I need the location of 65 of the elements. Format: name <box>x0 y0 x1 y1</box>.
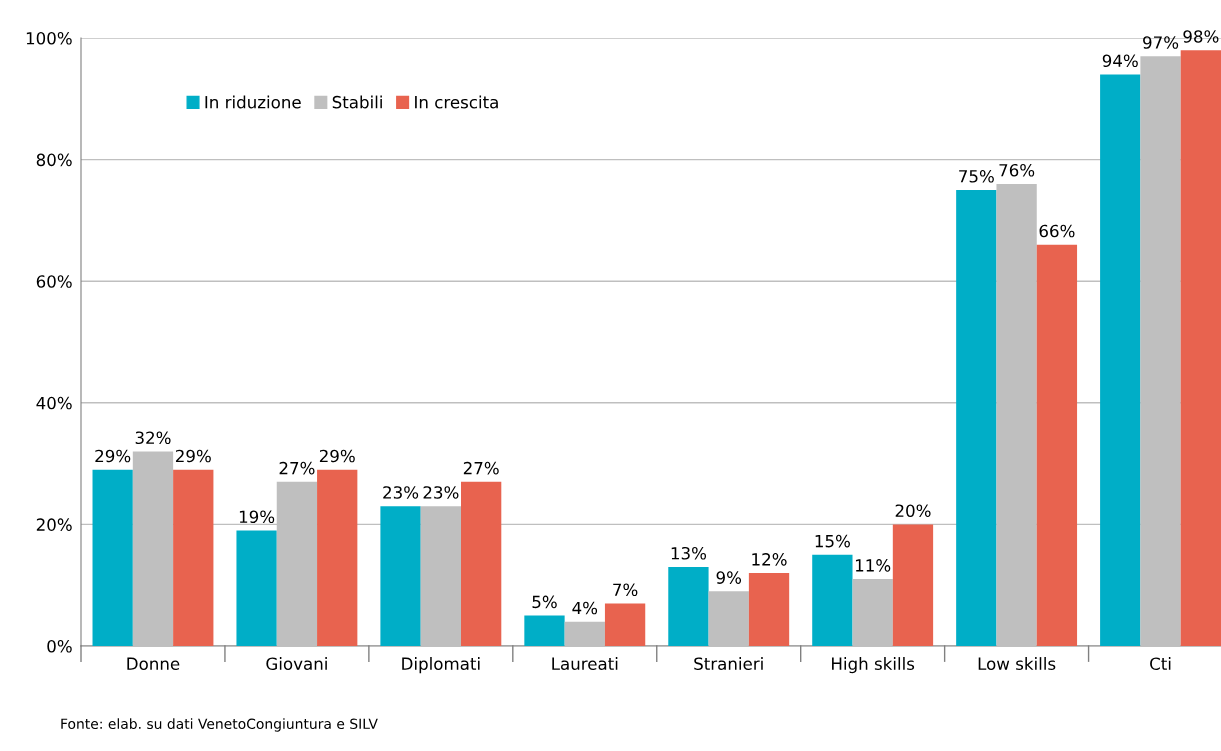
data-label: 75% <box>959 170 994 183</box>
y-tick-label: 80% <box>36 153 72 167</box>
bar <box>852 579 893 646</box>
bar <box>236 530 277 646</box>
data-label: 29% <box>95 449 131 463</box>
bar <box>132 451 174 646</box>
data-label: 5% <box>532 595 557 609</box>
source-note: Fonte: elab. su dati VenetoCongiuntura e SILV <box>61 718 378 732</box>
bar <box>564 621 605 646</box>
y-tick-label: 100% <box>26 31 72 45</box>
bar <box>317 469 358 646</box>
x-tick-label: High skills <box>832 657 915 674</box>
bar <box>524 615 565 646</box>
bar <box>173 469 214 646</box>
bar <box>748 573 790 646</box>
data-label: 98% <box>1183 30 1219 43</box>
x-tick-label: Giovani <box>266 657 327 671</box>
bar <box>956 190 997 646</box>
data-label: 27% <box>279 461 315 475</box>
bar <box>668 566 709 646</box>
data-label: 7% <box>613 583 638 597</box>
x-tick-label: Donne <box>127 657 180 671</box>
bar <box>461 481 502 646</box>
bar <box>1140 56 1181 646</box>
data-label: 13% <box>671 546 707 560</box>
x-tick-label: Low skills <box>978 657 1056 671</box>
data-label: 66% <box>1039 224 1075 238</box>
data-label: 20% <box>895 504 931 517</box>
data-label: 15% <box>815 534 850 548</box>
bar <box>1036 244 1078 646</box>
y-tick-label: 40% <box>36 396 72 410</box>
legend-label: Stabili <box>332 95 382 109</box>
legend-label: In crescita <box>415 95 498 109</box>
data-label: 11% <box>855 559 891 572</box>
data-label: 23% <box>383 486 419 499</box>
bar <box>812 554 853 646</box>
x-tick-label: Stranieri <box>694 657 763 671</box>
bar <box>604 603 646 646</box>
bar <box>708 591 749 646</box>
data-label: 94% <box>1102 54 1138 68</box>
data-label: 23% <box>423 486 459 499</box>
legend-label: In riduzione <box>205 95 301 109</box>
y-tick-label: 20% <box>36 518 72 531</box>
bar <box>892 524 934 646</box>
bar <box>92 469 133 646</box>
data-label: 19% <box>239 510 275 524</box>
data-label: 12% <box>752 553 787 566</box>
y-tick-label: 60% <box>36 275 72 288</box>
bar <box>1100 74 1141 646</box>
data-label: 97% <box>1143 36 1179 49</box>
x-tick-label: Cti <box>1150 657 1171 671</box>
x-tick-label: Diplomati <box>402 657 480 674</box>
data-label: 9% <box>716 571 742 584</box>
bar <box>1180 50 1221 646</box>
bar <box>996 183 1037 646</box>
data-label: 4% <box>572 601 598 615</box>
data-label: 29% <box>319 449 355 463</box>
x-tick-label: Laureati <box>552 657 618 671</box>
bar <box>380 506 421 646</box>
y-tick-label: 0% <box>47 639 72 653</box>
data-label: 29% <box>175 449 211 463</box>
data-label: 76% <box>999 163 1035 177</box>
bar <box>420 506 461 646</box>
data-label: 32% <box>135 431 171 445</box>
data-label: 27% <box>463 461 499 475</box>
